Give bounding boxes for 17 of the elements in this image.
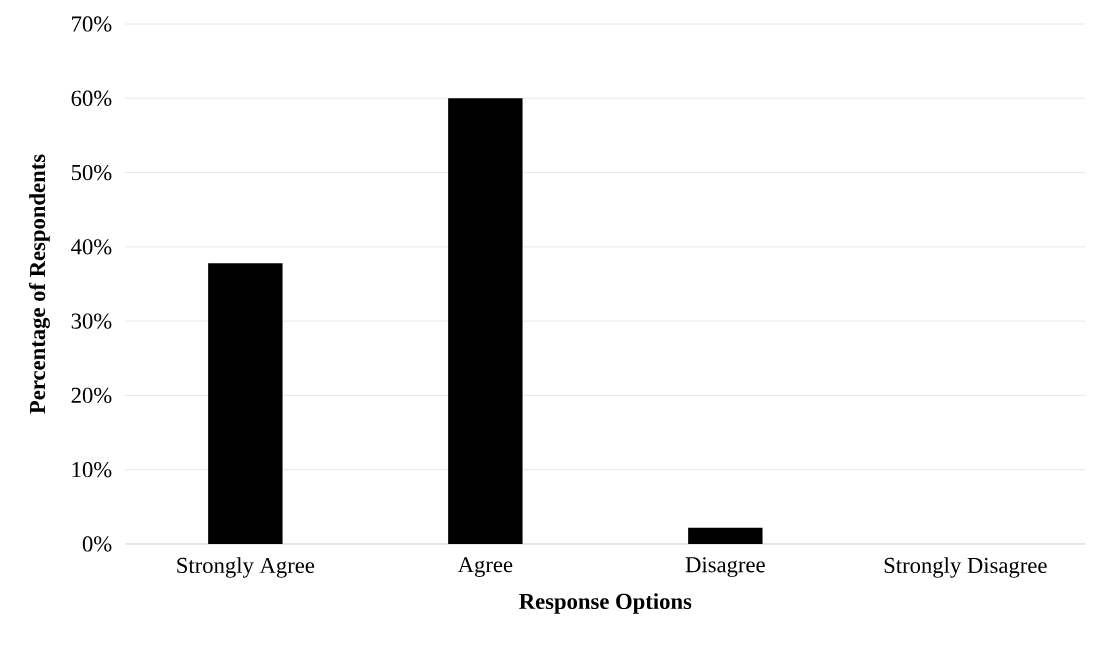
y-tick-label: 0% — [82, 536, 112, 552]
x-axis-title: Response Options — [519, 593, 692, 614]
y-tick-label: 70% — [72, 16, 112, 32]
x-tick-label: Strongly Disagree — [884, 557, 1047, 578]
y-tick-label: 60% — [71, 90, 112, 106]
bar — [688, 527, 763, 544]
bar — [208, 263, 283, 544]
x-tick-label: Strongly Agree — [177, 557, 315, 578]
y-tick-label: 10% — [72, 462, 112, 478]
y-tick-label: 40% — [71, 239, 112, 255]
y-tick-label: 30% — [71, 313, 112, 329]
y-tick-label: 20% — [71, 387, 112, 404]
x-tick-label: Agree — [457, 557, 513, 577]
y-axis-title: Percentage of Respondents — [28, 154, 50, 414]
y-tick-label: 50% — [71, 164, 112, 181]
bar — [448, 98, 523, 544]
x-tick-label: Disagree — [685, 557, 765, 578]
